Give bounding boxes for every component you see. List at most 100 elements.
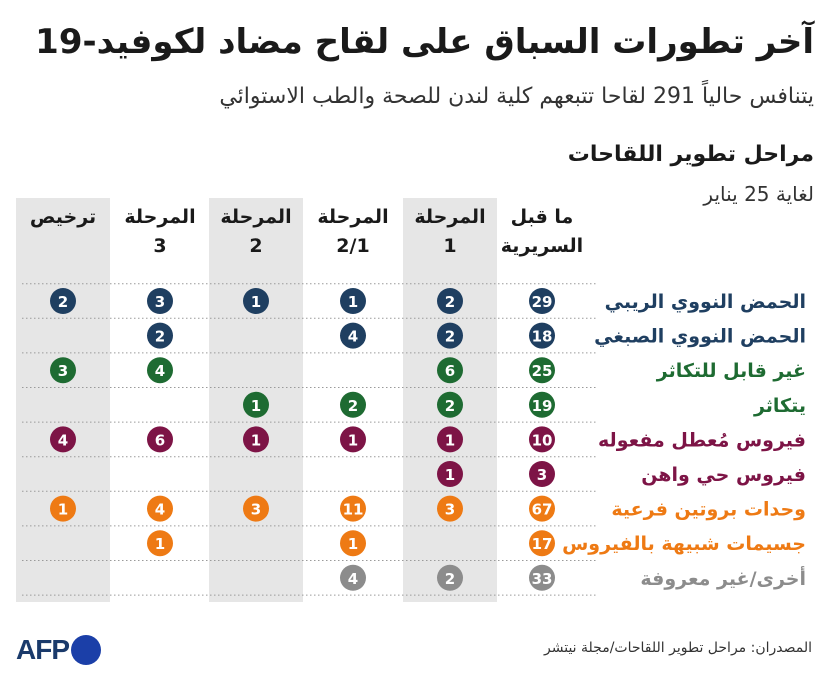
value-label: 1 (445, 466, 455, 484)
value-dot (529, 426, 555, 453)
value-label: 1 (348, 293, 358, 311)
value-dot (437, 391, 463, 418)
value-label: 2 (445, 570, 455, 588)
chart-subtitle: يتنافس حالياً 291 لقاحا تتبعهم كلية لندن… (219, 84, 814, 109)
value-label: 1 (58, 501, 68, 519)
value-label: 1 (251, 397, 261, 415)
value-label: 2 (445, 397, 455, 415)
column-header-sub: 1 (443, 235, 456, 257)
row-label: أخرى/غير معروفة (640, 566, 806, 590)
value-dot (340, 495, 366, 522)
value-label: 3 (58, 362, 68, 380)
column-header-sub: السريرية (501, 235, 583, 257)
value-dot (147, 357, 173, 384)
column-header-sub: 2/1 (336, 235, 369, 257)
value-label: 18 (532, 328, 553, 346)
value-label: 4 (348, 328, 358, 346)
row-label: وحدات بروتين فرعية (611, 499, 806, 521)
value-dot (437, 495, 463, 522)
value-label: 2 (445, 328, 455, 346)
value-dot (340, 322, 366, 349)
value-dot (50, 288, 76, 314)
value-dot (437, 357, 463, 384)
value-label: 6 (445, 362, 455, 380)
row-label: جسيمات شبيهة بالفيروس (562, 533, 806, 555)
value-label: 4 (155, 362, 165, 380)
value-dot (50, 495, 76, 522)
value-dot (147, 530, 173, 557)
column-header: ما قبل (511, 206, 574, 228)
value-label: 2 (445, 293, 455, 311)
value-label: 2 (155, 328, 165, 346)
value-dot (340, 564, 366, 591)
column-header: المرحلة (414, 206, 485, 228)
column-header-sub: 3 (153, 235, 166, 257)
row-label: فيروس مُعطل مفعوله (598, 429, 806, 451)
row-label: يتكاثر (753, 395, 806, 417)
column-band (16, 198, 110, 602)
value-label: 3 (537, 466, 547, 484)
value-dot (437, 461, 463, 487)
value-label: 3 (445, 501, 455, 519)
value-label: 2 (348, 397, 358, 415)
value-dot (340, 426, 366, 453)
source-note: المصدران: مراحل تطوير اللقاحات/مجلة نيتش… (544, 640, 812, 656)
value-dot (437, 426, 463, 453)
value-dot (529, 564, 555, 591)
value-dot (147, 288, 173, 314)
value-dot (147, 426, 173, 453)
value-dot (243, 495, 269, 522)
value-dot (529, 530, 555, 557)
value-label: 29 (532, 293, 553, 311)
chart-title: آخر تطورات السباق على لقاح مضاد لكوفيد-1… (35, 22, 814, 62)
value-label: 19 (532, 397, 553, 415)
value-label: 33 (532, 570, 553, 588)
value-dot (50, 357, 76, 384)
value-label: 4 (348, 570, 358, 588)
value-dot (243, 288, 269, 314)
value-dot (529, 357, 555, 384)
date-label: لغاية 25 يناير (703, 182, 814, 206)
value-label: 3 (251, 501, 261, 519)
value-dot (529, 288, 555, 314)
value-dot (340, 530, 366, 557)
value-dot (147, 322, 173, 349)
row-label: الحمض النووي الريبي (605, 291, 806, 314)
column-header: المرحلة (317, 206, 388, 228)
value-label: 1 (445, 431, 455, 449)
column-header: ترخيص (30, 206, 96, 228)
value-label: 4 (58, 431, 68, 449)
value-dot (529, 461, 555, 487)
value-dot (437, 322, 463, 349)
value-label: 1 (348, 535, 358, 553)
value-label: 4 (155, 501, 165, 519)
value-label: 10 (532, 431, 553, 449)
value-dot (50, 426, 76, 453)
value-dot (243, 391, 269, 418)
afp-logo-circle-icon (71, 635, 101, 665)
value-dot (340, 288, 366, 314)
afp-logo-text: AFP (16, 634, 70, 665)
value-dot (529, 495, 555, 522)
value-dot (437, 288, 463, 314)
column-header: المرحلة (124, 206, 195, 228)
value-label: 2 (58, 293, 68, 311)
value-label: 1 (155, 535, 165, 553)
row-label: غير قابل للتكاثر (656, 360, 806, 382)
value-label: 17 (532, 535, 553, 553)
value-label: 1 (348, 431, 358, 449)
column-header: المرحلة (220, 206, 291, 228)
value-label: 1 (251, 293, 261, 311)
value-label: 3 (155, 293, 165, 311)
value-label: 67 (532, 501, 553, 519)
value-dot (529, 322, 555, 349)
value-label: 6 (155, 431, 165, 449)
row-label: الحمض النووي الصبغي (594, 326, 806, 349)
afp-logo: AFP (16, 634, 101, 666)
value-label: 25 (532, 362, 553, 380)
row-label: فيروس حي واهن (641, 464, 806, 486)
value-dot (147, 495, 173, 522)
value-dot (437, 564, 463, 591)
value-label: 11 (343, 501, 364, 519)
